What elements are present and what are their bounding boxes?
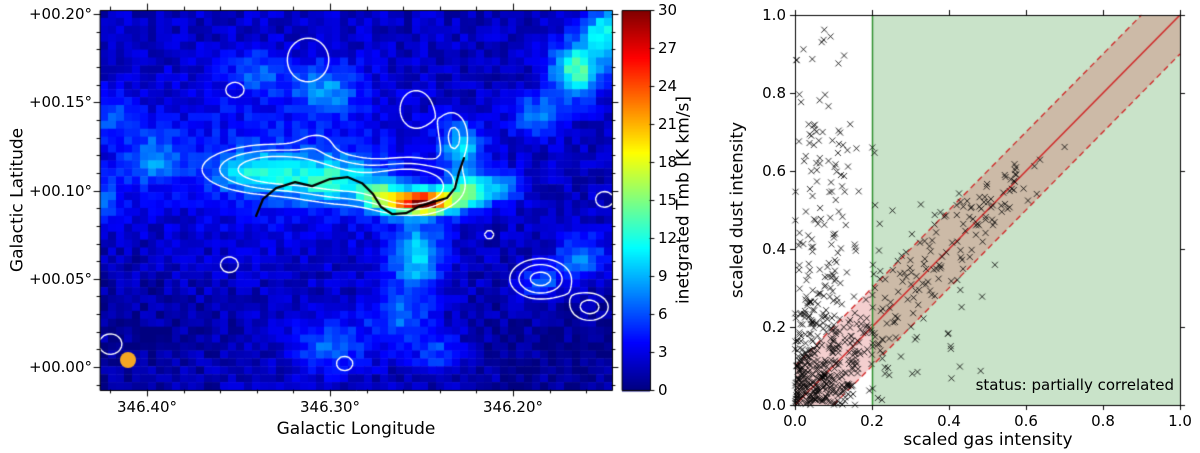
map-y-tick-label: +00.15° [28, 93, 92, 112]
scatter-x-tick-label: 0.4 [937, 412, 961, 430]
map-x-tick-label: 346.30° [300, 398, 361, 416]
colorbar-tick-label: 9 [658, 267, 668, 285]
colorbar-tick-label: 30 [658, 1, 678, 19]
galactic-map-canvas [0, 0, 700, 453]
scatter-y-tick-label: 0.6 [762, 162, 786, 180]
map-y-tick-label: +00.00° [28, 358, 92, 377]
correlation-scatter-panel: scaled dust intensity scaled gas intensi… [700, 0, 1200, 453]
map-y-tick-label: +00.20° [28, 5, 92, 24]
scatter-x-tick-label: 0.6 [1014, 412, 1038, 430]
map-y-tick-label: +00.10° [28, 181, 92, 200]
scatter-x-axis-title: scaled gas intensity [903, 430, 1073, 450]
scatter-y-tick-label: 0.4 [762, 240, 786, 258]
colorbar-tick-label: 0 [658, 381, 668, 399]
scatter-x-tick-label: 0.8 [1091, 412, 1115, 430]
scatter-x-tick-label: 0.0 [783, 412, 807, 430]
scatter-y-tick-label: 0.8 [762, 84, 786, 102]
status-annotation: status: partially correlated [975, 376, 1174, 394]
map-x-axis-title: Galactic Longitude [276, 419, 436, 439]
scatter-x-tick-label: 1.0 [1168, 412, 1192, 430]
scatter-x-tick-label: 0.2 [860, 412, 884, 430]
colorbar-tick-label: 27 [658, 39, 678, 57]
scatter-y-tick-label: 1.0 [762, 6, 786, 24]
colorbar-tick-label: 15 [658, 191, 678, 209]
map-y-axis-title: Galactic Latitude [7, 127, 28, 273]
scatter-y-axis-title: scaled dust intensity [727, 121, 748, 299]
scatter-y-tick-label: 0.2 [762, 318, 786, 336]
colorbar-tick-label: 21 [658, 115, 678, 133]
colorbar-tick-label: 24 [658, 77, 678, 95]
scatter-y-tick-label: 0.0 [762, 396, 786, 414]
map-y-tick-label: +00.05° [28, 269, 92, 288]
colorbar-tick-label: 3 [658, 343, 668, 361]
colorbar-tick-label: 6 [658, 305, 668, 323]
colorbar-tick-label: 12 [658, 229, 678, 247]
map-x-tick-label: 346.40° [117, 398, 178, 416]
map-x-tick-label: 346.20° [483, 398, 543, 416]
galactic-map-panel: Galactic Latitude Galactic Longitude ine… [0, 0, 700, 453]
correlation-scatter-canvas [700, 0, 1200, 453]
colorbar-tick-label: 18 [658, 153, 678, 171]
